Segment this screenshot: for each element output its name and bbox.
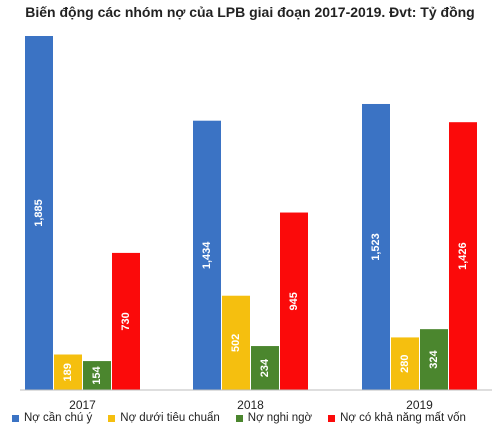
legend-label: Nợ cần chú ý — [24, 412, 93, 424]
x-tick-label: 2018 — [237, 398, 264, 412]
legend-item-no-co-kha-nang-mat-von: Nợ có khả năng mất vốn — [328, 412, 466, 424]
x-tick-label: 2019 — [406, 398, 433, 412]
data-label: 280 — [399, 355, 411, 373]
data-label: 730 — [120, 312, 132, 330]
legend-swatch — [108, 414, 116, 422]
bar-no-nghi-ngo-2017 — [83, 361, 111, 390]
data-label: 154 — [91, 365, 103, 384]
data-label: 1,426 — [457, 242, 469, 270]
bar-no-co-kha-nang-mat-von-2017 — [112, 252, 140, 390]
data-label: 1,434 — [201, 241, 213, 269]
bar-no-can-chu-y-2019 — [362, 103, 390, 390]
bar-no-can-chu-y-2018 — [193, 120, 221, 390]
legend: Nợ cần chú ý Nợ dưới tiêu chuẩn Nợ nghi … — [12, 412, 500, 424]
bar-no-duoi-tieu-chuan-2019 — [391, 337, 419, 390]
bar-no-co-kha-nang-mat-von-2019 — [449, 122, 477, 391]
data-label: 945 — [288, 292, 300, 310]
bar-no-nghi-ngo-2018 — [251, 346, 279, 390]
bar-no-nghi-ngo-2019 — [420, 329, 448, 390]
legend-item-no-nghi-ngo: Nợ nghi ngờ — [235, 412, 313, 424]
legend-swatch — [235, 414, 243, 422]
data-label: 189 — [62, 363, 74, 381]
legend-item-no-duoi-tieu-chuan: Nợ dưới tiêu chuẩn — [108, 412, 220, 424]
data-label: 324 — [428, 350, 440, 369]
data-label: 1,523 — [370, 233, 382, 261]
legend-swatch — [12, 414, 19, 422]
x-tick-label: 2017 — [69, 398, 96, 412]
bar-no-duoi-tieu-chuan-2018 — [222, 295, 250, 390]
legend-label: Nợ nghi ngờ — [247, 412, 313, 424]
data-label: 1,885 — [33, 199, 45, 227]
bar-no-co-kha-nang-mat-von-2018 — [280, 212, 308, 390]
chart-title: Biến động các nhóm nợ của LPB giai đoạn … — [25, 4, 475, 20]
bar-no-duoi-tieu-chuan-2017 — [54, 354, 82, 390]
legend-swatch — [328, 414, 336, 422]
data-label: 502 — [230, 334, 242, 352]
legend-label: Nợ có khả năng mất vốn — [340, 412, 466, 424]
legend-item-no-can-chu-y: Nợ cần chú ý — [12, 412, 92, 424]
bar-no-can-chu-y-2017 — [25, 36, 53, 390]
data-label: 234 — [259, 358, 271, 377]
legend-label: Nợ dưới tiêu chuẩn — [120, 412, 220, 424]
